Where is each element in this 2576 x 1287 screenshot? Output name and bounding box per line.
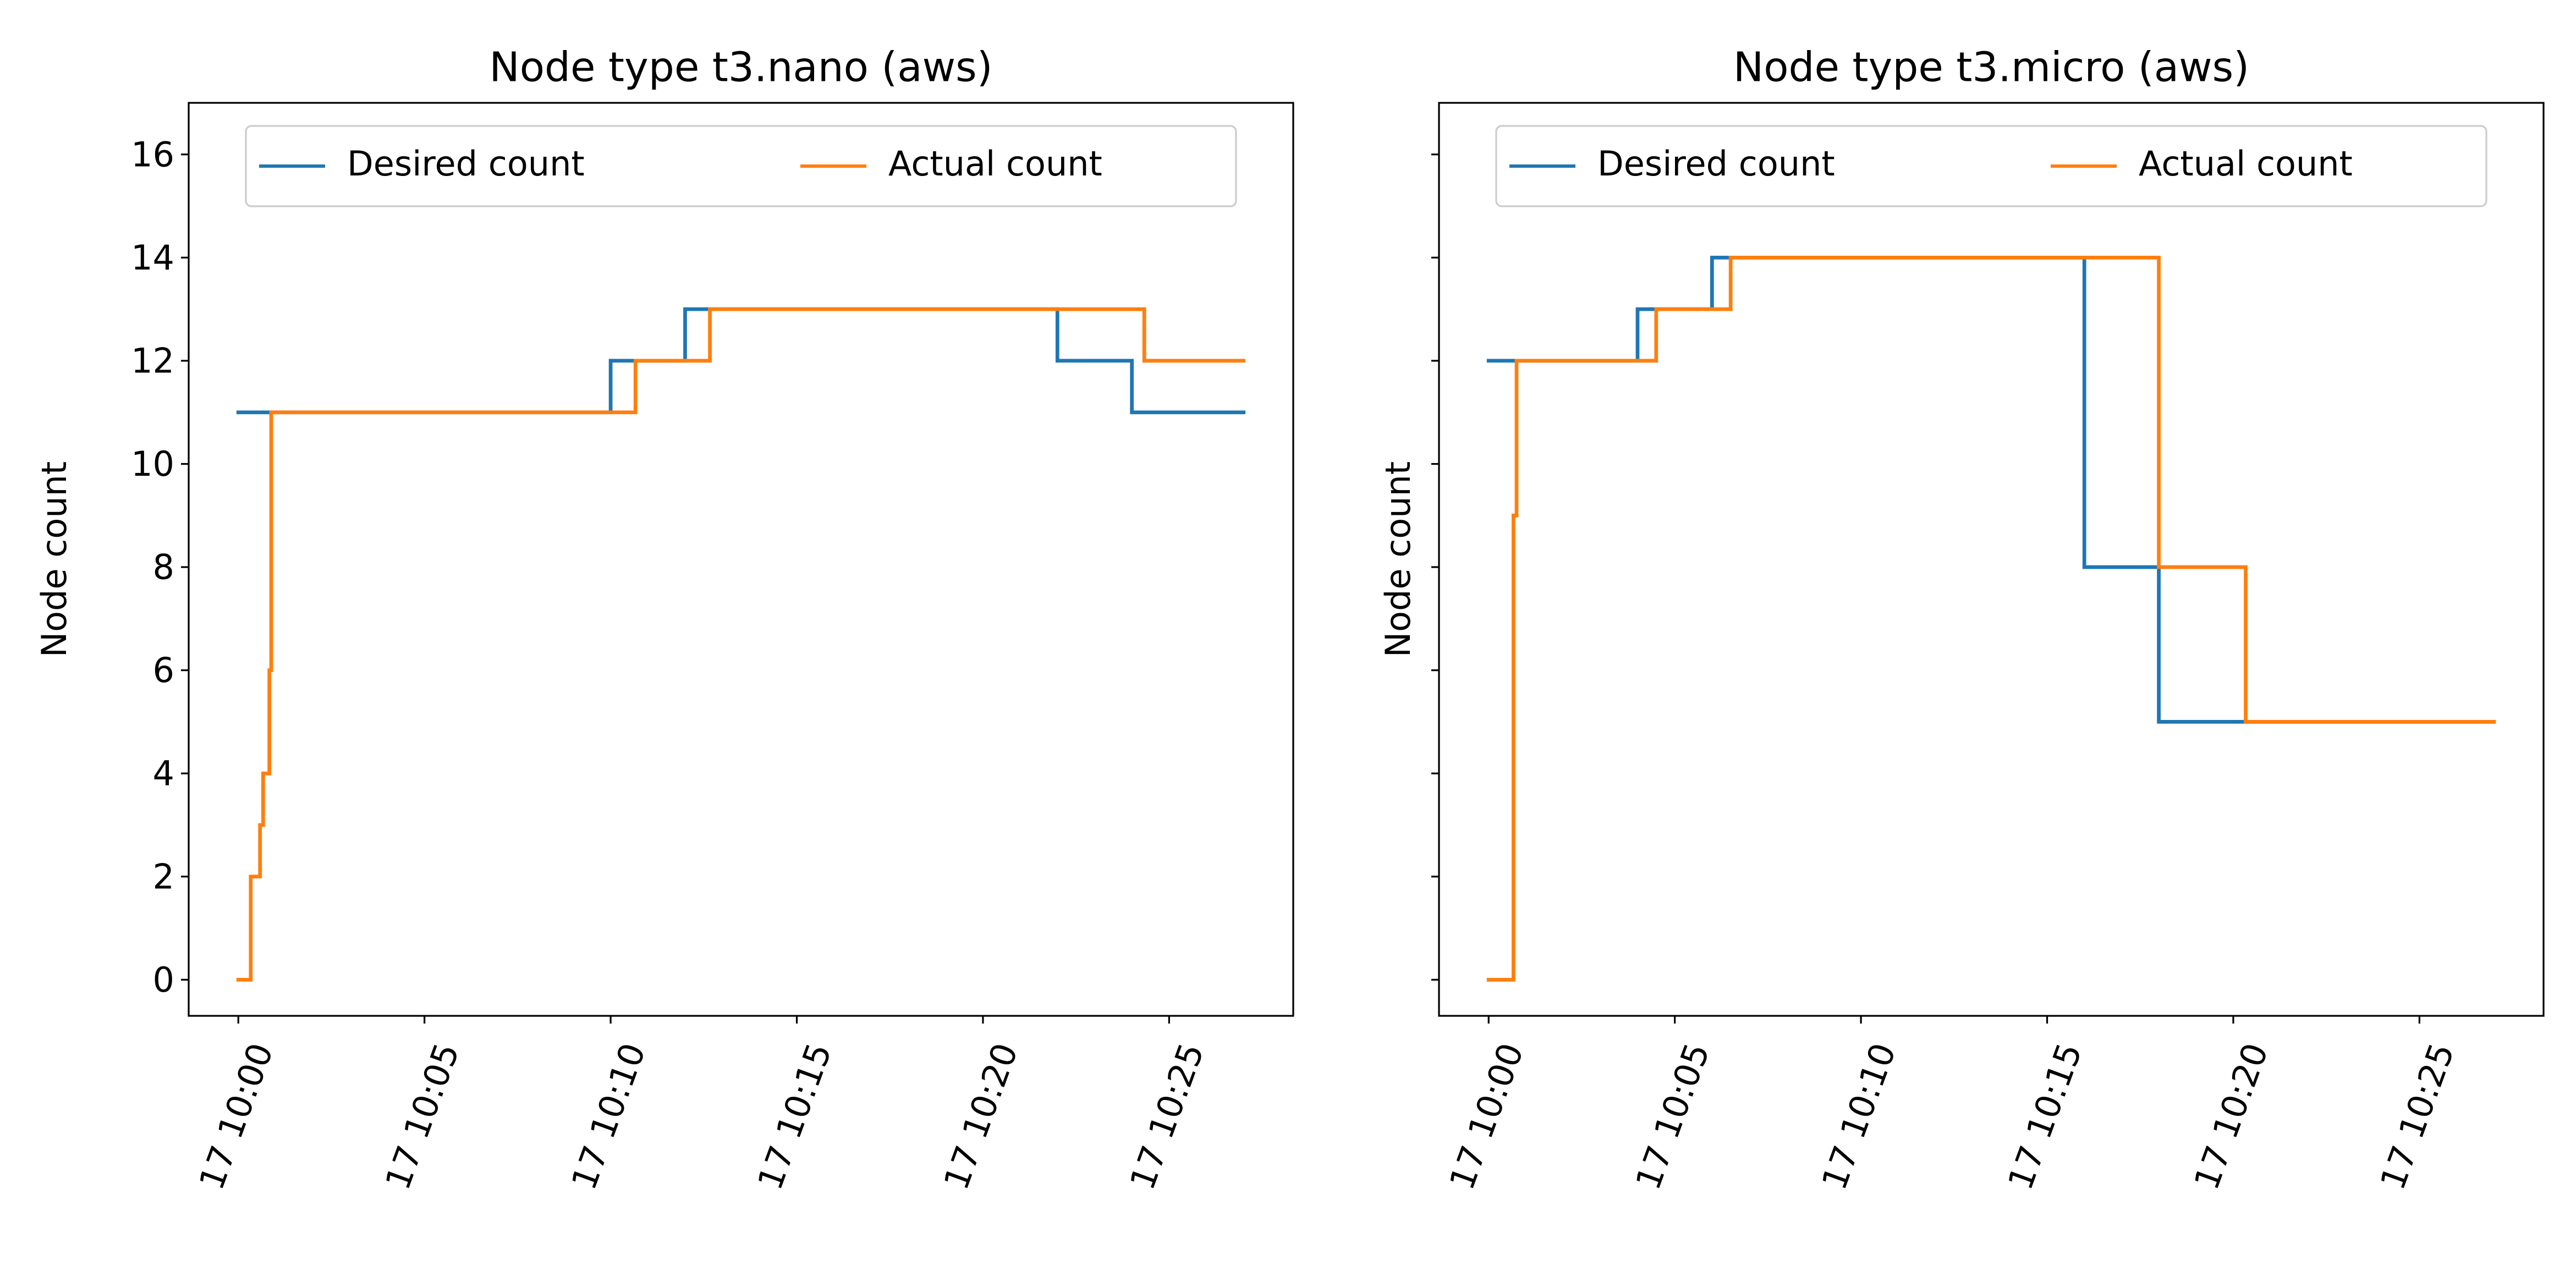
y-tick-label: 6 xyxy=(153,650,174,690)
x-axis: 17 10:00 17 10:05 17 10:10 17 10:15 17 10:20… xyxy=(191,1016,1212,1195)
x-tick-label: 17 10:00 xyxy=(1442,1038,1531,1195)
legend-box xyxy=(245,125,1237,207)
y-axis xyxy=(1431,153,1439,981)
x-tick-label: 17 10:20 xyxy=(2186,1038,2276,1195)
series-line-actual-count xyxy=(1486,255,2496,982)
y-axis: 0 2 4 6 8 10 12 14 16 xyxy=(131,134,189,1000)
legend: Desired count Actual count xyxy=(245,125,1237,207)
x-axis: 17 10:00 17 10:05 17 10:10 17 10:15 17 10:20… xyxy=(1442,1016,2462,1195)
x-tick-label: 17 10:15 xyxy=(2000,1038,2090,1195)
y-tick-label: 16 xyxy=(131,134,174,174)
x-tick-label: 17 10:05 xyxy=(377,1038,467,1195)
x-tick-label: 17 10:25 xyxy=(2372,1038,2462,1195)
legend-label: Desired count xyxy=(1597,144,1835,184)
legend-label: Actual count xyxy=(888,144,1102,184)
y-axis-label: Node count xyxy=(34,461,74,657)
x-tick-label: 17 10:00 xyxy=(191,1038,281,1195)
series-line-actual-count xyxy=(236,307,1246,982)
series-line-desired-count xyxy=(236,307,1246,415)
legend-label: Actual count xyxy=(2139,144,2353,184)
y-tick-label: 8 xyxy=(153,547,174,587)
chart-title: Node type t3.micro (aws) xyxy=(1733,44,2249,91)
legend-label: Desired count xyxy=(347,144,585,184)
x-tick-label: 17 10:05 xyxy=(1628,1038,1717,1195)
y-tick-label: 4 xyxy=(153,754,174,794)
y-tick-label: 10 xyxy=(131,444,174,484)
x-tick-label: 17 10:20 xyxy=(936,1038,1025,1195)
axes-frame xyxy=(1438,102,2545,1017)
series-line-desired-count xyxy=(1486,255,2496,724)
axes-frame xyxy=(188,102,1294,1017)
x-tick-label: 17 10:25 xyxy=(1122,1038,1212,1195)
chart-title: Node type t3.nano (aws) xyxy=(489,44,992,91)
plot-area xyxy=(1486,255,2496,982)
y-tick-label: 2 xyxy=(153,856,174,897)
y-axis-label: Node count xyxy=(1378,461,1418,657)
x-tick-label: 17 10:10 xyxy=(1814,1038,1903,1195)
chart-panel-2: 17 10:00 17 10:05 17 10:10 17 10:15 17 10:20… xyxy=(1378,44,2545,1195)
x-tick-label: 17 10:10 xyxy=(563,1038,653,1195)
y-tick-label: 12 xyxy=(131,340,174,381)
plot-area xyxy=(236,307,1246,982)
legend: Desired count Actual count xyxy=(1495,125,2487,207)
legend-box xyxy=(1495,125,2487,207)
y-tick-label: 14 xyxy=(131,238,174,278)
y-tick-label: 0 xyxy=(153,960,174,1000)
x-tick-label: 17 10:15 xyxy=(750,1038,839,1195)
